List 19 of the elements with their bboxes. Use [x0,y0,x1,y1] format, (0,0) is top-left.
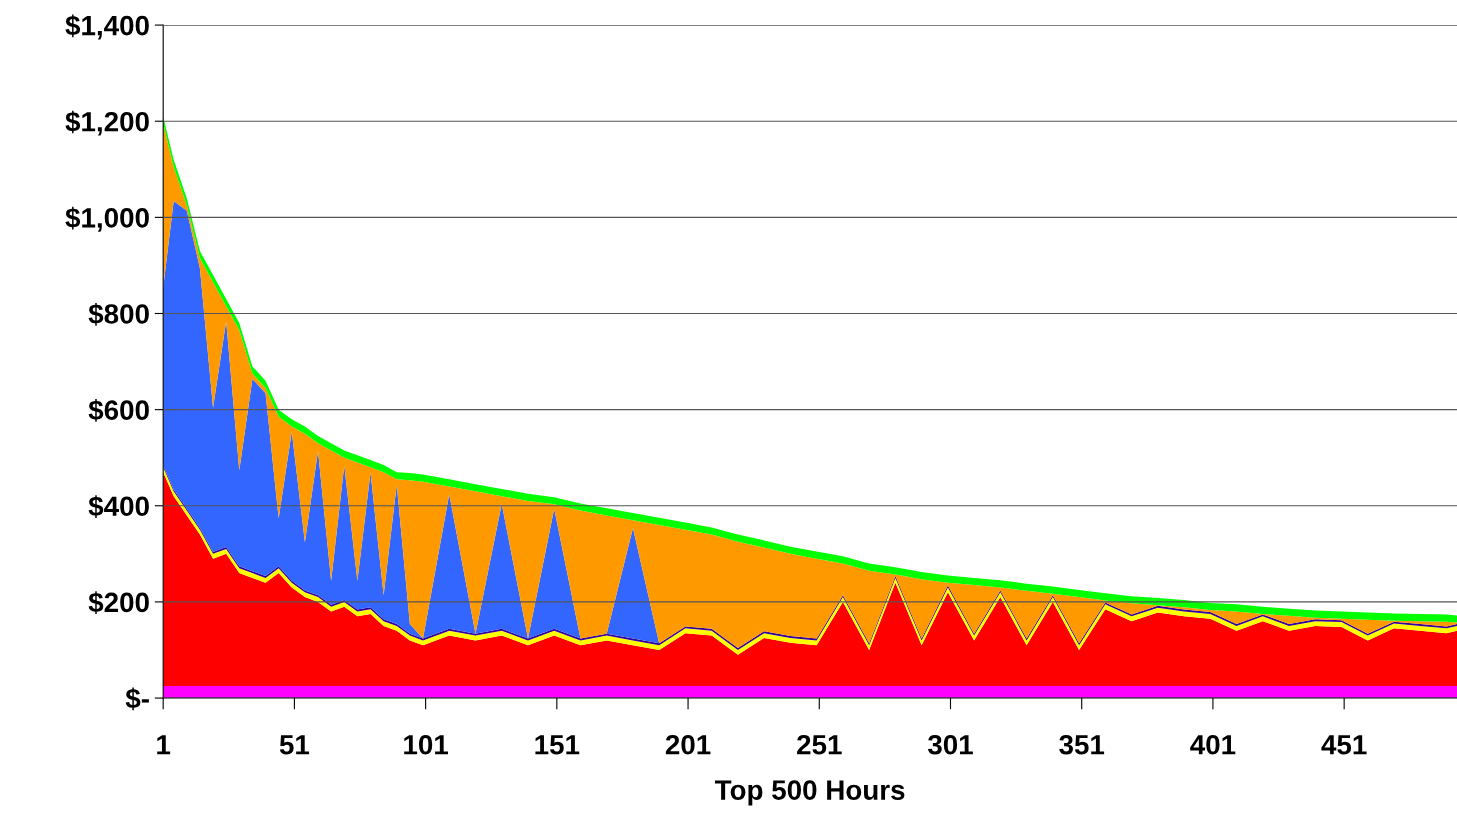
x-tick-label: 151 [535,735,580,755]
y-tick-label: $1,000 [65,206,149,232]
y-tick-label: $1,400 [65,14,149,40]
x-tick-label: 301 [927,734,973,755]
y-tick-label: $800 [88,302,149,326]
x-tick-label: 201 [665,734,711,755]
y-tick-label: $- [125,687,149,711]
x-tick-label: 351 [1059,734,1105,755]
x-axis-title: Top 500 Hours [714,780,905,806]
y-tick-label: $600 [88,399,149,422]
y-tick-label: $1,200 [65,110,149,136]
x-tick-label: 1 [157,735,171,755]
x-tick-label: 51 [279,735,310,755]
y-tick-label: $400 [88,495,149,518]
x-tick-label: 101 [404,734,449,755]
x-tick-label: 251 [797,734,842,755]
x-tick-label: 451 [1321,735,1367,755]
y-tick-label: $200 [88,591,149,615]
x-tick-label: 401 [1190,734,1236,755]
